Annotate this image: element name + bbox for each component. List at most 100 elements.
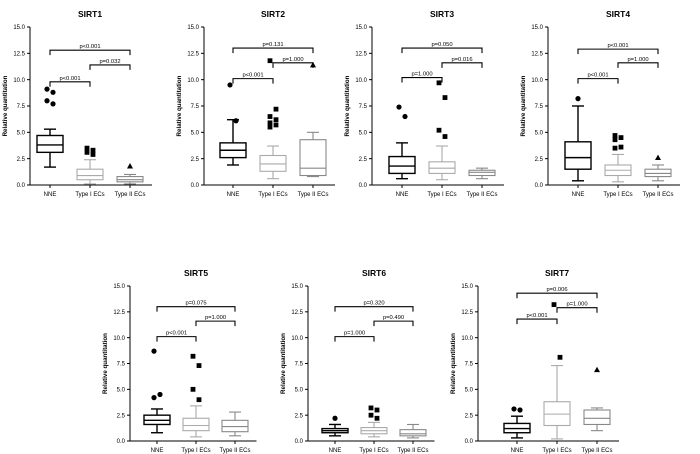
sirt7-x-tick-label: NNE [511,448,524,454]
sirt5-outlier [196,397,202,403]
sirt6-comparison-bracket [334,306,414,312]
sirt5-y-tick-label: 2.5 [117,413,126,419]
sirt6-y-tick-label: 10.0 [291,336,303,342]
sirt4-title: SIRT4 [606,9,630,19]
sirt7-y-tick-label: 10.0 [461,336,473,342]
sirt1-outlier [90,152,96,157]
sirt1-x-tick-label: Type II ECs [114,192,145,198]
sirt6-comparison-bracket [334,336,375,342]
sirt2-p-value: p<0.001 [242,73,263,79]
sirt3-p-value: p=0.050 [431,42,452,48]
sirt2-y-tick-label: 0.0 [191,183,200,189]
sirt4-outlier [612,145,618,151]
sirt2-comparison-bracket [232,47,314,54]
sirt1-outlier [84,145,90,151]
sirt1-outlier [90,147,96,153]
sirt6-y-axis-label: Relative quantitation [280,333,287,394]
sirt6-y-tick-label: 0.0 [295,439,304,445]
sirt1-comparison-bracket [49,81,91,87]
sirt5-y-tick-label: 15.0 [113,284,125,290]
sirt4-x-tick-label: Type II ECs [642,192,673,198]
panel-sirt6: SIRT6 0.0 2.5 5.0 7.5 10.0 12.5 15.0 Relative qu… [280,268,435,454]
sirt4-outlier [655,154,661,161]
sirt4-outlier [618,135,624,140]
sirt1-outlier [84,149,90,155]
sirt1-outlier [127,163,133,169]
sirt4-y-tick-label: 10.0 [531,78,543,84]
sirt1-comparison-bracket [89,64,131,70]
sirt3-outlier [436,80,442,86]
sirt5-p-value: p=1.000 [205,315,226,321]
sirt6-x-tick-label: NNE [329,448,342,454]
sirt4-box [564,141,592,170]
sirt2-outlier [273,117,279,123]
sirt6-p-value: p=0.320 [363,301,384,307]
sirt3-outlier [396,104,402,110]
sirt7-box [583,409,611,426]
sirt1-title: SIRT1 [78,9,102,19]
sirt1-y-tick-label: 5.0 [17,131,26,137]
sirt1-p-value: p=0.032 [99,59,120,65]
sirt4-y-axis-label: Relative quantitation [520,75,527,136]
sirt5-outlier [196,363,202,368]
sirt2-outlier [233,118,239,124]
sirt6-outlier [368,405,374,411]
sirt3-outlier [402,113,408,120]
panel-sirt7: SIRT7 0.0 2.5 5.0 7.5 10.0 12.5 15.0 Relative qu… [450,268,619,454]
sirt1-y-tick-label: 12.5 [13,52,25,58]
sirt3-y-tick-label: 0.0 [359,183,368,189]
sirt7-comparison-bracket [556,307,598,313]
sirt5-comparison-bracket [156,336,197,342]
sirt3-x-tick-label: NNE [396,192,409,198]
sirt6-x-tick-label: Type I ECs [359,448,388,454]
sirt2-outlier [273,106,279,112]
panel-sirt5: SIRT5 0.0 2.5 5.0 7.5 10.0 12.5 15.0 Relative qu… [102,268,257,454]
sirt6-y-tick-label: 2.5 [295,413,304,419]
sirt1-p-value: p<0.001 [59,76,80,82]
sirt1-y-axis-label: Relative quantitation [2,75,9,136]
sirt1-box [36,134,64,154]
sirt3-y-tick-label: 12.5 [355,52,367,58]
sirt6-p-value: p=0.490 [383,315,404,321]
sirt5-outlier [151,348,157,354]
sirt3-box [388,155,416,175]
sirt1-y-tick-label: 0.0 [17,183,26,189]
sirt5-x-tick-label: Type I ECs [181,448,210,454]
sirt1-y-tick-label: 15.0 [13,25,25,31]
sirt6-comparison-bracket [373,320,414,327]
sirt5-y-tick-label: 5.0 [117,388,126,394]
sirt7-comparison-bracket [516,318,558,325]
sirt7-outlier [557,354,563,360]
sirt2-y-tick-label: 7.5 [191,104,200,110]
sirt3-y-tick-label: 5.0 [359,131,368,137]
sirt2-p-value: p=1.000 [282,57,303,63]
sirt2-outlier [267,114,273,119]
sirt3-p-value: p=0.016 [451,57,472,63]
sirt6-y-tick-label: 5.0 [295,388,304,394]
sirt6-outlier [374,415,380,421]
sirt2-x-tick-label: Type I ECs [258,192,287,198]
sirt6-y-tick-label: 12.5 [291,310,303,316]
sirt4-y-tick-label: 2.5 [535,157,544,163]
sirt7-outlier [551,302,557,307]
sirt7-p-value: p<0.001 [526,313,547,319]
sirt5-x-tick-label: NNE [151,448,164,454]
sirt4-y-tick-label: 7.5 [535,104,544,110]
sirt1-box [76,168,104,181]
sirt3-y-tick-label: 7.5 [359,104,368,110]
sirt4-p-value: p<0.001 [587,73,608,79]
sirt3-comparison-bracket [401,47,483,54]
panel-sirt2: SIRT2 0.0 2.5 5.0 7.5 10.0 12.5 15.0 Relative qu… [176,9,335,198]
panel-sirt3: SIRT3 0.0 2.5 5.0 7.5 10.0 12.5 15.0 Relative qu… [344,9,504,198]
sirt2-y-tick-label: 12.5 [187,52,199,58]
sirt7-y-tick-label: 2.5 [465,413,474,419]
sirt6-outlier [368,412,374,418]
sirt4-x-tick-label: NNE [572,192,585,198]
sirt7-y-tick-label: 7.5 [465,362,474,368]
sirt3-y-tick-label: 10.0 [355,78,367,84]
sirt7-p-value: p=1.000 [566,302,587,308]
sirt2-y-tick-label: 5.0 [191,131,200,137]
sirt3-comparison-bracket [401,77,443,83]
sirt5-y-tick-label: 12.5 [113,310,125,316]
sirt3-y-axis-label: Relative quantitation [344,75,351,136]
